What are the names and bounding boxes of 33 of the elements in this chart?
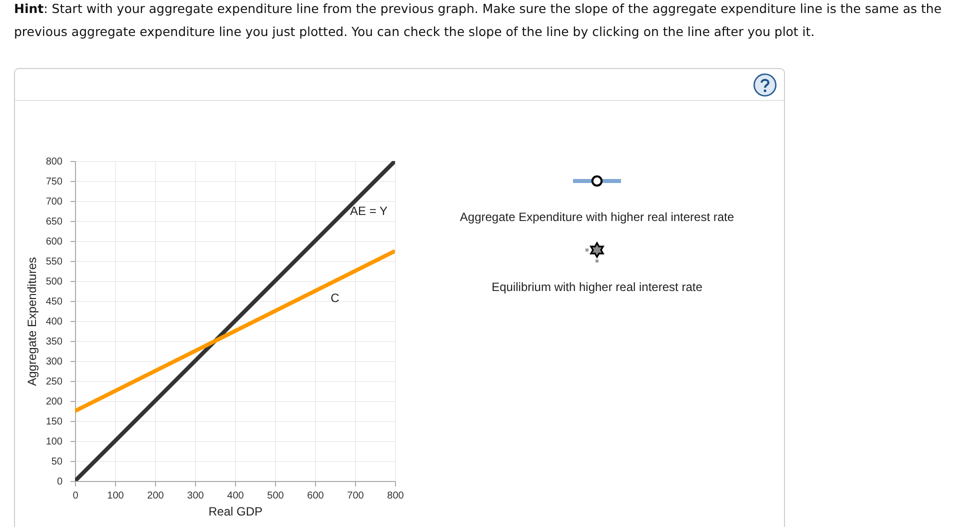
y-tick-label: 250 [46,376,63,388]
y-tick-label: 0 [56,476,63,488]
y-tick-label: 650 [46,216,63,228]
x-tick-label: 300 [187,490,204,502]
x-tick-label: 800 [387,490,404,502]
y-tick-label: 550 [46,256,63,268]
y-tick-label: 50 [51,456,63,468]
y-tick-label: 350 [46,336,63,348]
x-tick-label: 400 [227,490,244,502]
y-tick-label: 500 [46,276,63,288]
x-tick-label: 0 [72,490,79,502]
x-tick-label: 600 [307,490,324,502]
text: Aggregate Expenditure with higher real interest rate [458,210,736,224]
y-tick-label: 150 [46,416,63,428]
x-tick-label: 700 [347,490,364,502]
text: Equilibrium with higher real interest rate [490,280,704,294]
y-tick-label: 300 [46,356,63,368]
y-tick-label: 800 [46,156,63,168]
y-tick-label: 750 [46,176,63,188]
series-label: AE = Y [350,204,388,218]
y-tick-label: 700 [46,196,63,208]
x-tick-label: 100 [107,490,124,502]
y-tick-label: 100 [46,436,63,448]
y-tick-label: 600 [46,236,63,248]
y-tick-label: 200 [46,396,63,408]
y-axis-title: Aggregate Expenditures [24,257,39,386]
x-tick-label: 200 [147,490,164,502]
y-tick-label: 450 [46,296,63,308]
y-tick-label: 400 [46,316,63,328]
x-axis-title: Real GDP [208,504,263,518]
series-label: C [330,291,340,305]
text: Hint: Start with your aggregate expenditure line from the previous graph. Make sure the slope of the aggregate expenditure line is the same as the previous aggregate expenditure line you just plotted. You can check the slope of the line by clicking on the line after you plot it. [14,0,943,41]
x-tick-label: 500 [267,490,284,502]
